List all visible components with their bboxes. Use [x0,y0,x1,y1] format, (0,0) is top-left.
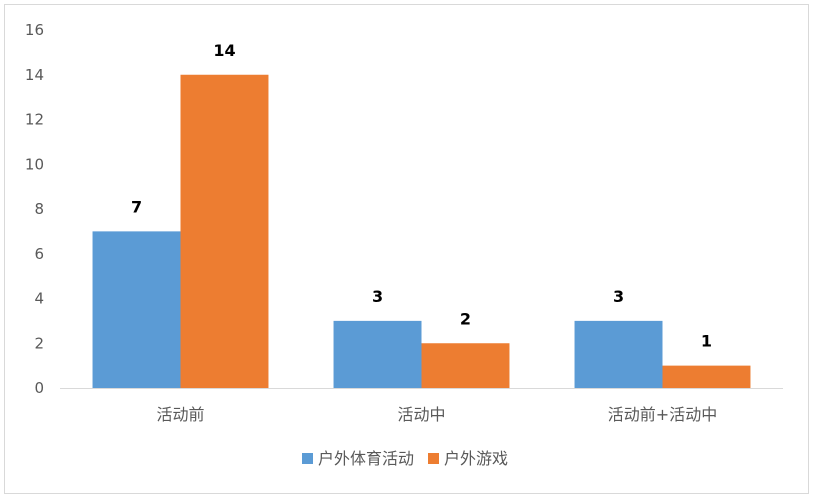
y-tick-label: 4 [34,290,44,308]
legend: 户外体育活动 户外游戏 [302,449,508,468]
x-category-label: 活动前+活动中 [608,405,717,424]
bar-outdoor-games-1 [421,343,510,388]
y-axis-ticks: 0 2 4 6 8 10 12 14 16 [25,21,44,397]
y-tick-label: 16 [25,21,44,39]
y-tick-label: 2 [34,334,44,352]
legend-label: 户外游戏 [444,449,508,468]
data-label: 7 [131,197,142,216]
y-tick-label: 10 [25,155,44,173]
y-tick-label: 8 [34,200,44,218]
data-label: 3 [372,287,383,306]
y-tick-label: 12 [25,111,44,129]
data-label: 14 [213,41,235,60]
bar-outdoor-sports-2 [574,320,663,388]
y-tick-label: 6 [34,245,44,263]
legend-swatch [302,453,313,464]
x-category-label: 活动前 [156,405,204,424]
data-label: 2 [460,309,471,328]
legend-swatch [428,453,439,464]
data-labels: 7 14 3 2 3 1 [131,41,712,351]
x-category-label: 活动中 [397,405,445,424]
bars [92,74,751,388]
bar-outdoor-sports-1 [333,320,422,388]
x-axis-categories: 活动前 活动中 活动前+活动中 [156,405,717,424]
data-label: 3 [613,287,624,306]
bar-outdoor-sports-0 [92,231,181,388]
y-tick-label: 0 [34,379,44,397]
data-label: 1 [701,332,712,351]
y-tick-label: 14 [25,66,44,84]
bar-outdoor-games-0 [180,74,269,388]
legend-label: 户外体育活动 [318,449,414,468]
bar-outdoor-games-2 [662,365,751,388]
